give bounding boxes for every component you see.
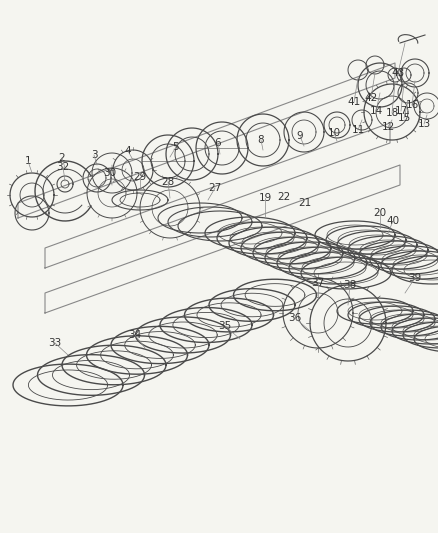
Text: 37: 37	[311, 278, 324, 288]
Text: 18: 18	[385, 108, 398, 118]
Text: 3: 3	[91, 150, 97, 160]
Text: 20: 20	[373, 208, 386, 218]
Text: 12: 12	[381, 122, 394, 132]
Text: 35: 35	[218, 321, 231, 331]
Text: 13: 13	[417, 119, 430, 129]
Text: 5: 5	[172, 142, 179, 152]
Text: 14: 14	[368, 106, 382, 116]
Text: 17: 17	[393, 106, 407, 116]
Text: 41: 41	[346, 97, 360, 107]
Text: 6: 6	[214, 138, 221, 148]
Text: 30: 30	[103, 168, 117, 178]
Text: 34: 34	[128, 330, 141, 340]
Text: 21: 21	[298, 198, 311, 208]
Text: 8: 8	[257, 135, 264, 145]
Text: 32: 32	[56, 162, 70, 172]
Text: 28: 28	[161, 177, 174, 187]
Text: 33: 33	[48, 338, 61, 348]
Text: 1: 1	[25, 156, 31, 166]
Text: 40: 40	[385, 216, 399, 226]
Text: 16: 16	[404, 100, 418, 110]
Text: 27: 27	[208, 183, 221, 193]
Text: 42: 42	[364, 93, 377, 103]
Text: 10: 10	[327, 128, 340, 138]
Text: 15: 15	[396, 113, 410, 123]
Text: 2: 2	[59, 153, 65, 163]
Text: 11: 11	[350, 125, 364, 135]
Text: 39: 39	[407, 273, 420, 283]
Text: 4: 4	[124, 146, 131, 156]
Text: 29: 29	[133, 172, 146, 182]
Text: 43: 43	[391, 68, 404, 78]
Text: 19: 19	[258, 193, 271, 203]
Text: 9: 9	[296, 131, 303, 141]
Text: 36: 36	[288, 313, 301, 323]
Text: 22: 22	[277, 192, 290, 202]
Text: 38: 38	[343, 280, 356, 290]
